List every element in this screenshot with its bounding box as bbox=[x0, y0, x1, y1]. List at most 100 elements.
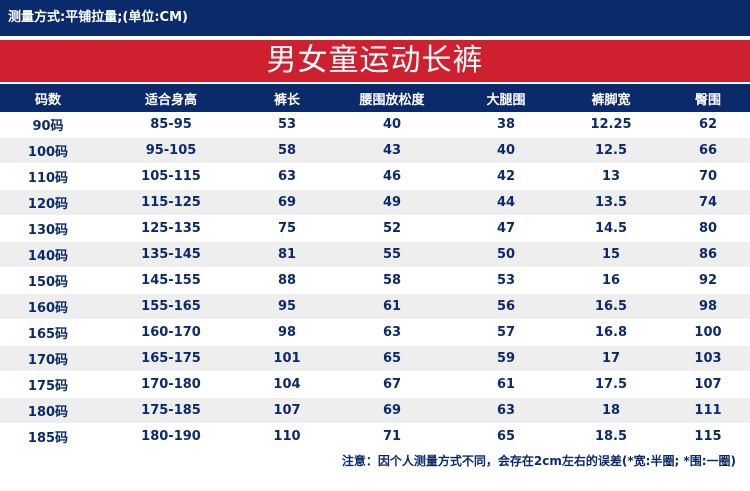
table-cell: 85-95 bbox=[96, 112, 246, 138]
table-row: 90码 85-95 53 40 38 12.25 62 bbox=[0, 112, 750, 138]
table-cell: 69 bbox=[328, 397, 456, 424]
table-cell: 165码 bbox=[0, 319, 96, 346]
table-cell: 100 bbox=[666, 319, 750, 346]
table-cell: 107 bbox=[666, 371, 750, 398]
table-row: 165码 160-170 98 63 57 16.8 100 bbox=[0, 319, 750, 346]
table-row: 150码 145-155 88 58 53 16 92 bbox=[0, 267, 750, 294]
column-header: 裤长 bbox=[246, 84, 328, 112]
table-cell: 104 bbox=[246, 371, 328, 398]
table-cell: 130码 bbox=[0, 215, 96, 242]
table-cell: 52 bbox=[328, 215, 456, 242]
table-cell: 63 bbox=[328, 319, 456, 346]
table-cell: 170码 bbox=[0, 345, 96, 372]
measure-method-bar: 测量方式:平铺拉量;(单位:CM) bbox=[0, 0, 750, 36]
table-cell: 185码 bbox=[0, 423, 96, 450]
table-cell: 17.5 bbox=[556, 371, 666, 398]
table-cell: 58 bbox=[328, 267, 456, 294]
table-cell: 75 bbox=[246, 215, 328, 242]
table-cell: 180-190 bbox=[96, 423, 246, 450]
table-cell: 44 bbox=[456, 189, 556, 216]
table-cell: 40 bbox=[456, 137, 556, 164]
table-cell: 18 bbox=[556, 397, 666, 424]
table-cell: 38 bbox=[456, 112, 556, 138]
table-cell: 140码 bbox=[0, 241, 96, 268]
table-cell: 17 bbox=[556, 345, 666, 372]
table-row: 185码 180-190 110 71 65 18.5 115 bbox=[0, 423, 750, 450]
table-cell: 98 bbox=[666, 293, 750, 320]
table-cell: 15 bbox=[556, 241, 666, 268]
table-cell: 47 bbox=[456, 215, 556, 242]
table-cell: 145-155 bbox=[96, 267, 246, 294]
table-cell: 175码 bbox=[0, 371, 96, 398]
table-cell: 71 bbox=[328, 423, 456, 450]
table-cell: 61 bbox=[328, 293, 456, 320]
table-row: 120码 115-125 69 49 44 13.5 74 bbox=[0, 189, 750, 216]
table-cell: 14.5 bbox=[556, 215, 666, 242]
table-cell: 95-105 bbox=[96, 137, 246, 164]
table-cell: 86 bbox=[666, 241, 750, 268]
table-cell: 43 bbox=[328, 137, 456, 164]
table-cell: 16.8 bbox=[556, 319, 666, 346]
table-cell: 49 bbox=[328, 189, 456, 216]
column-header: 大腿围 bbox=[456, 84, 556, 112]
table-cell: 65 bbox=[456, 423, 556, 450]
table-cell: 74 bbox=[666, 189, 750, 216]
table-cell: 80 bbox=[666, 215, 750, 242]
measure-method-text: 测量方式:平铺拉量;(单位:CM) bbox=[8, 10, 188, 25]
table-row: 170码 165-175 101 65 59 17 103 bbox=[0, 345, 750, 372]
table-cell: 110 bbox=[246, 423, 328, 450]
table-cell: 115-125 bbox=[96, 189, 246, 216]
table-cell: 88 bbox=[246, 267, 328, 294]
table-cell: 105-115 bbox=[96, 163, 246, 190]
table-cell: 57 bbox=[456, 319, 556, 346]
table-cell: 13.5 bbox=[556, 189, 666, 216]
size-chart-table: 码数 适合身高 裤长 腰围放松度 大腿围 裤脚宽 臀围 90码 85-95 53 40 38 12.2… bbox=[0, 84, 750, 450]
table-cell: 95 bbox=[246, 293, 328, 320]
table-cell: 81 bbox=[246, 241, 328, 268]
table-cell: 56 bbox=[456, 293, 556, 320]
table-cell: 110码 bbox=[0, 163, 96, 190]
table-cell: 103 bbox=[666, 345, 750, 372]
table-cell: 160-170 bbox=[96, 319, 246, 346]
table-cell: 67 bbox=[328, 371, 456, 398]
measurement-error-note: 注意：因个人测量方式不同，会存在2cm左右的误差(*宽:半圈; *围:一圈) bbox=[342, 450, 736, 472]
table-cell: 107 bbox=[246, 397, 328, 424]
table-cell: 59 bbox=[456, 345, 556, 372]
column-header: 码数 bbox=[0, 84, 96, 112]
table-cell: 53 bbox=[456, 267, 556, 294]
table-cell: 50 bbox=[456, 241, 556, 268]
table-cell: 120码 bbox=[0, 189, 96, 216]
table-cell: 16 bbox=[556, 267, 666, 294]
table-row: 175码 170-180 104 67 61 17.5 107 bbox=[0, 371, 750, 398]
table-cell: 46 bbox=[328, 163, 456, 190]
column-header: 臀围 bbox=[666, 84, 750, 112]
table-cell: 92 bbox=[666, 267, 750, 294]
table-cell: 65 bbox=[328, 345, 456, 372]
table-cell: 170-180 bbox=[96, 371, 246, 398]
table-cell: 13 bbox=[556, 163, 666, 190]
column-header: 裤脚宽 bbox=[556, 84, 666, 112]
table-cell: 135-145 bbox=[96, 241, 246, 268]
table-cell: 66 bbox=[666, 137, 750, 164]
table-cell: 180码 bbox=[0, 397, 96, 424]
table-cell: 165-175 bbox=[96, 345, 246, 372]
column-header: 腰围放松度 bbox=[328, 84, 456, 112]
page-title-text: 男女童运动长裤 bbox=[266, 43, 484, 78]
table-cell: 100码 bbox=[0, 137, 96, 164]
table-cell: 62 bbox=[666, 112, 750, 138]
table-cell: 111 bbox=[666, 397, 750, 424]
table-row: 130码 125-135 75 52 47 14.5 80 bbox=[0, 215, 750, 242]
table-row: 100码 95-105 58 43 40 12.5 66 bbox=[0, 137, 750, 164]
table-cell: 160码 bbox=[0, 293, 96, 320]
table-cell: 53 bbox=[246, 112, 328, 138]
table-row: 110码 105-115 63 46 42 13 70 bbox=[0, 163, 750, 190]
table-cell: 150码 bbox=[0, 267, 96, 294]
table-cell: 55 bbox=[328, 241, 456, 268]
table-row: 160码 155-165 95 61 56 16.5 98 bbox=[0, 293, 750, 320]
table-cell: 61 bbox=[456, 371, 556, 398]
column-header: 适合身高 bbox=[96, 84, 246, 112]
table-cell: 90码 bbox=[0, 112, 96, 138]
table-cell: 115 bbox=[666, 423, 750, 450]
table-cell: 12.5 bbox=[556, 137, 666, 164]
table-cell: 101 bbox=[246, 345, 328, 372]
